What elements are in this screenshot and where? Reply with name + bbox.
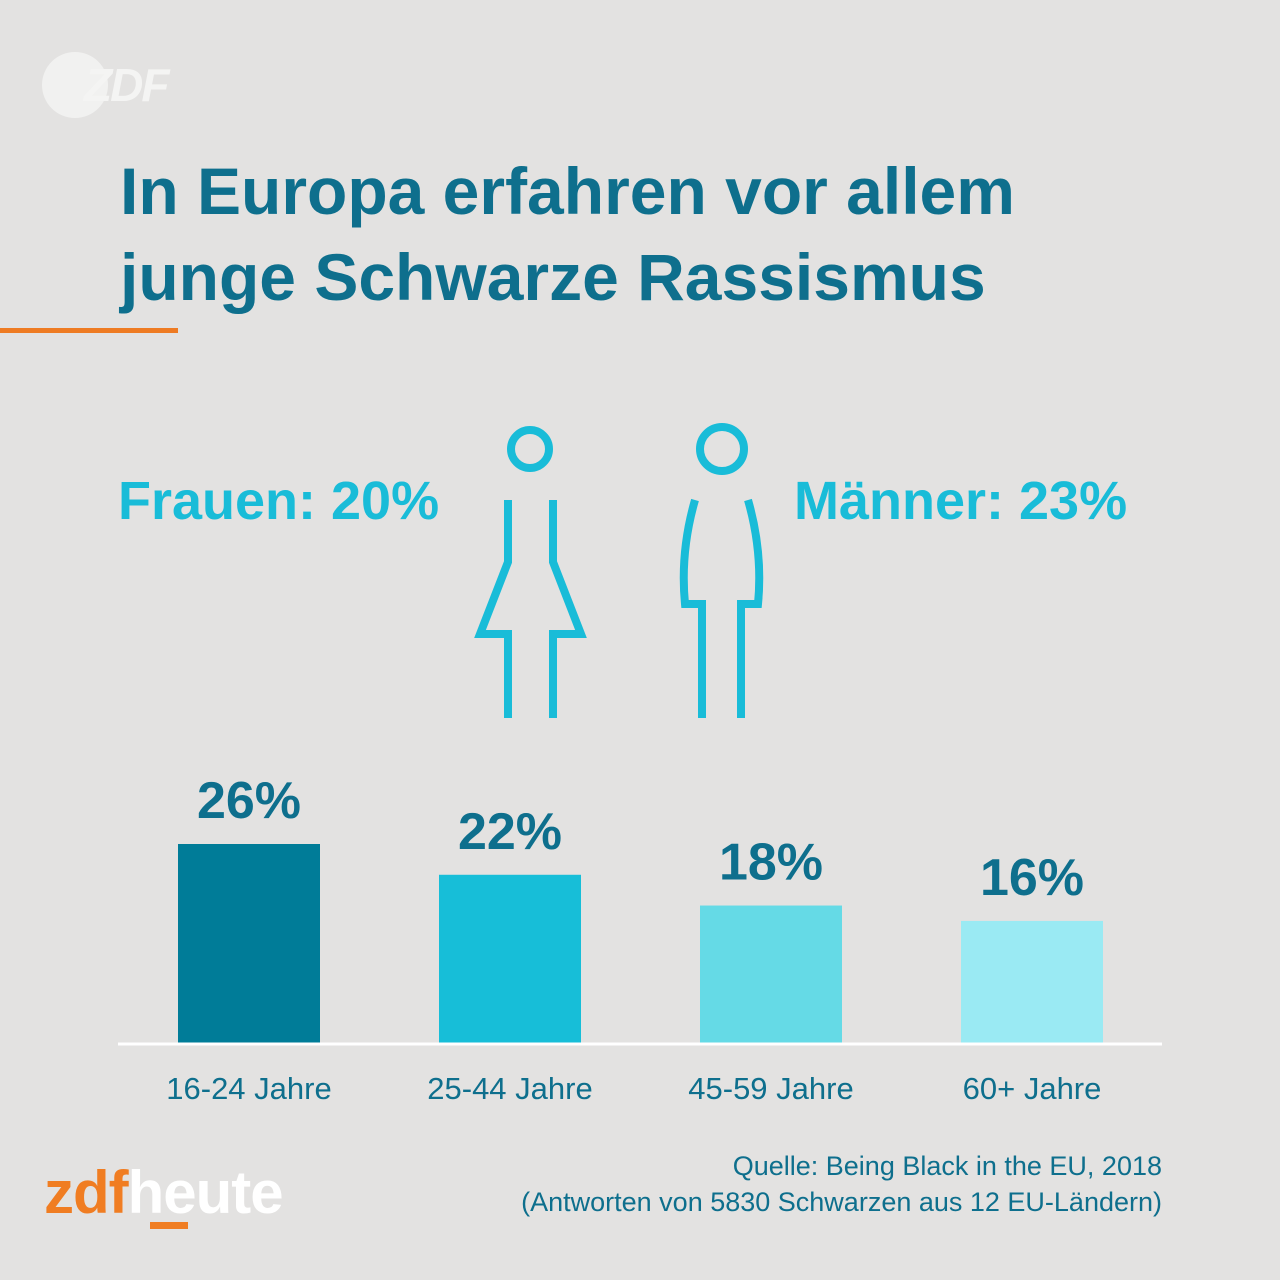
bar-value-label-2: 22% xyxy=(458,803,562,861)
brand-zdf: zdf xyxy=(44,1159,129,1226)
bar-value-label-3: 18% xyxy=(719,834,823,892)
category-label-4: 60+ Jahre xyxy=(963,1071,1102,1106)
zdf-logo-circle xyxy=(42,52,108,118)
category-label-3: 45-59 Jahre xyxy=(688,1071,853,1106)
man-icon xyxy=(679,423,764,718)
zdf-logo-text: ZDF xyxy=(84,59,169,111)
women-percentage-label: Frauen: 20% xyxy=(118,471,440,531)
source-note: Quelle: Being Black in the EU, 2018 (Ant… xyxy=(521,1148,1162,1220)
bar-4 xyxy=(961,920,1103,1044)
men-percentage-label: Männer: 23% xyxy=(794,471,1128,531)
category-label-2: 25-44 Jahre xyxy=(427,1071,592,1106)
brand-underline xyxy=(150,1222,188,1229)
page-title: In Europa erfahren vor allem junge Schwa… xyxy=(120,148,1180,320)
title-line-2: junge Schwarze Rassismus xyxy=(120,240,986,314)
bar-1 xyxy=(178,844,320,1044)
bar-value-label-4: 16% xyxy=(980,849,1084,907)
brand-heute: heute xyxy=(127,1159,284,1226)
bar-value-label-1: 26% xyxy=(197,772,301,830)
zdfheute-logo: zdfheute xyxy=(44,1158,284,1227)
woman-icon xyxy=(474,426,587,718)
source-line-2: (Antworten von 5830 Schwarzen aus 12 EU-… xyxy=(521,1187,1162,1217)
bar-2 xyxy=(439,874,581,1044)
accent-divider xyxy=(0,328,178,333)
bar-3 xyxy=(700,905,842,1044)
source-line-1: Quelle: Being Black in the EU, 2018 xyxy=(732,1151,1162,1181)
category-label-1: 16-24 Jahre xyxy=(166,1071,331,1106)
title-line-1: In Europa erfahren vor allem xyxy=(120,154,1015,228)
